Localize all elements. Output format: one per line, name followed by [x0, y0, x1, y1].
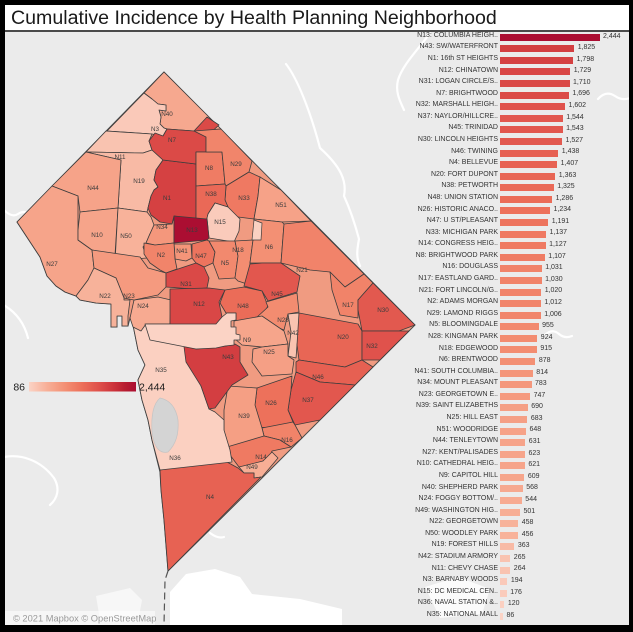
- svg-text:N5: N5: [221, 260, 230, 267]
- svg-text:N40: N40: [161, 111, 173, 118]
- svg-text:N20: N20: [337, 334, 349, 341]
- svg-text:N31: N31: [180, 281, 192, 288]
- svg-text:N16: N16: [281, 437, 293, 444]
- svg-text:N44: N44: [87, 185, 99, 192]
- svg-text:N24: N24: [137, 303, 149, 310]
- svg-text:N17: N17: [342, 302, 354, 309]
- svg-text:N43: N43: [222, 354, 234, 361]
- svg-text:N33: N33: [238, 195, 250, 202]
- svg-text:N51: N51: [275, 202, 287, 209]
- svg-text:N1: N1: [163, 195, 172, 202]
- svg-text:2,444: 2,444: [139, 382, 165, 394]
- svg-text:N15: N15: [214, 219, 226, 226]
- svg-text:N19: N19: [133, 178, 145, 185]
- svg-text:N39: N39: [238, 413, 250, 420]
- svg-text:N4: N4: [206, 494, 215, 501]
- svg-text:N32: N32: [366, 343, 378, 350]
- svg-text:N14: N14: [255, 454, 267, 461]
- svg-text:N11: N11: [114, 154, 126, 161]
- svg-text:86: 86: [13, 382, 25, 394]
- svg-text:N28: N28: [277, 317, 289, 324]
- svg-text:N34: N34: [156, 224, 168, 231]
- svg-text:N49: N49: [246, 464, 258, 471]
- svg-text:N22: N22: [99, 293, 111, 300]
- svg-text:N36: N36: [169, 455, 181, 462]
- svg-text:N35: N35: [155, 367, 167, 374]
- svg-text:N30: N30: [377, 307, 389, 314]
- svg-text:N47: N47: [195, 253, 207, 260]
- svg-text:N37: N37: [302, 397, 314, 404]
- svg-text:N50: N50: [120, 233, 132, 240]
- svg-text:N12: N12: [193, 301, 205, 308]
- svg-text:N21: N21: [296, 267, 308, 274]
- svg-text:N26: N26: [265, 400, 277, 407]
- svg-text:N42: N42: [287, 330, 299, 337]
- svg-text:N2: N2: [157, 252, 166, 259]
- svg-text:N48: N48: [237, 303, 249, 310]
- svg-text:N3: N3: [151, 126, 160, 133]
- svg-text:N45: N45: [271, 291, 283, 298]
- svg-text:N41: N41: [176, 248, 188, 255]
- svg-text:N10: N10: [91, 232, 103, 239]
- svg-text:N18: N18: [232, 247, 244, 254]
- svg-text:N46: N46: [312, 374, 324, 381]
- svg-text:N13: N13: [186, 227, 198, 234]
- svg-text:N9: N9: [243, 337, 252, 344]
- svg-text:© 2021 Mapbox © OpenStreetMap: © 2021 Mapbox © OpenStreetMap: [13, 614, 156, 624]
- svg-text:N27: N27: [46, 261, 58, 268]
- svg-text:N29: N29: [230, 161, 242, 168]
- svg-text:N38: N38: [205, 191, 217, 198]
- svg-text:N8: N8: [205, 165, 214, 172]
- svg-text:N23: N23: [123, 293, 135, 300]
- svg-text:N7: N7: [168, 137, 177, 144]
- svg-text:N25: N25: [263, 349, 275, 356]
- svg-text:N6: N6: [265, 244, 274, 251]
